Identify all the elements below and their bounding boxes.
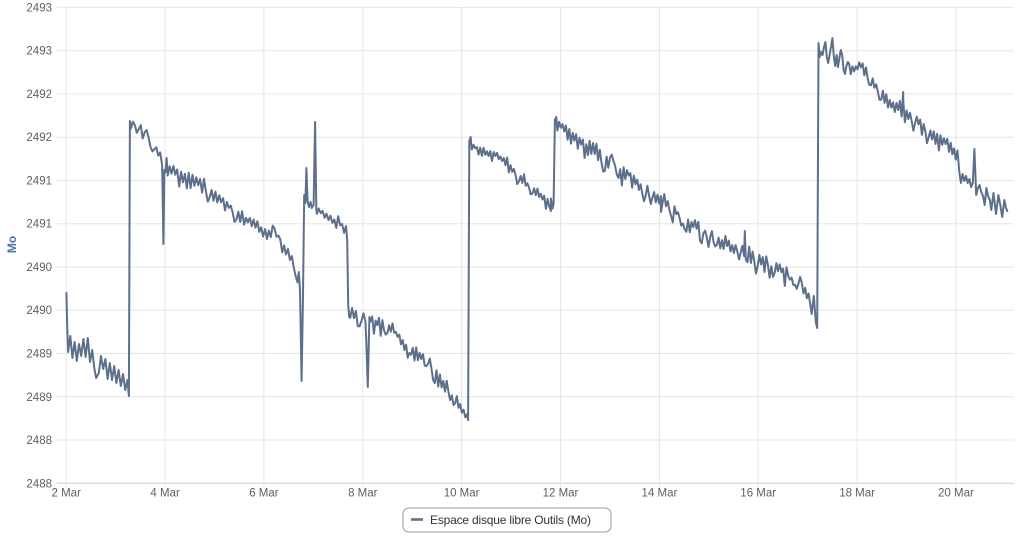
- svg-text:16 Mar: 16 Mar: [740, 488, 776, 500]
- svg-text:2493: 2493: [26, 2, 52, 14]
- svg-text:2491: 2491: [26, 219, 52, 231]
- svg-text:2490: 2490: [26, 262, 52, 274]
- svg-text:2493: 2493: [26, 46, 52, 58]
- svg-text:6 Mar: 6 Mar: [249, 488, 279, 500]
- svg-text:2490: 2490: [26, 305, 52, 317]
- svg-text:Mo: Mo: [5, 236, 19, 253]
- svg-text:2488: 2488: [26, 478, 52, 490]
- svg-text:2492: 2492: [26, 132, 52, 144]
- svg-text:8 Mar: 8 Mar: [348, 488, 378, 500]
- svg-text:2488: 2488: [26, 435, 52, 447]
- svg-text:2489: 2489: [26, 349, 52, 361]
- svg-text:2492: 2492: [26, 89, 52, 101]
- svg-text:2 Mar: 2 Mar: [51, 488, 81, 500]
- svg-text:2491: 2491: [26, 176, 52, 188]
- svg-text:Espace disque libre Outils (Mo: Espace disque libre Outils (Mo): [430, 513, 591, 527]
- svg-text:20 Mar: 20 Mar: [938, 488, 974, 500]
- svg-text:10 Mar: 10 Mar: [444, 488, 480, 500]
- svg-text:4 Mar: 4 Mar: [150, 488, 180, 500]
- svg-text:18 Mar: 18 Mar: [839, 488, 875, 500]
- svg-text:14 Mar: 14 Mar: [642, 488, 678, 500]
- svg-text:2489: 2489: [26, 392, 52, 404]
- svg-text:12 Mar: 12 Mar: [543, 488, 579, 500]
